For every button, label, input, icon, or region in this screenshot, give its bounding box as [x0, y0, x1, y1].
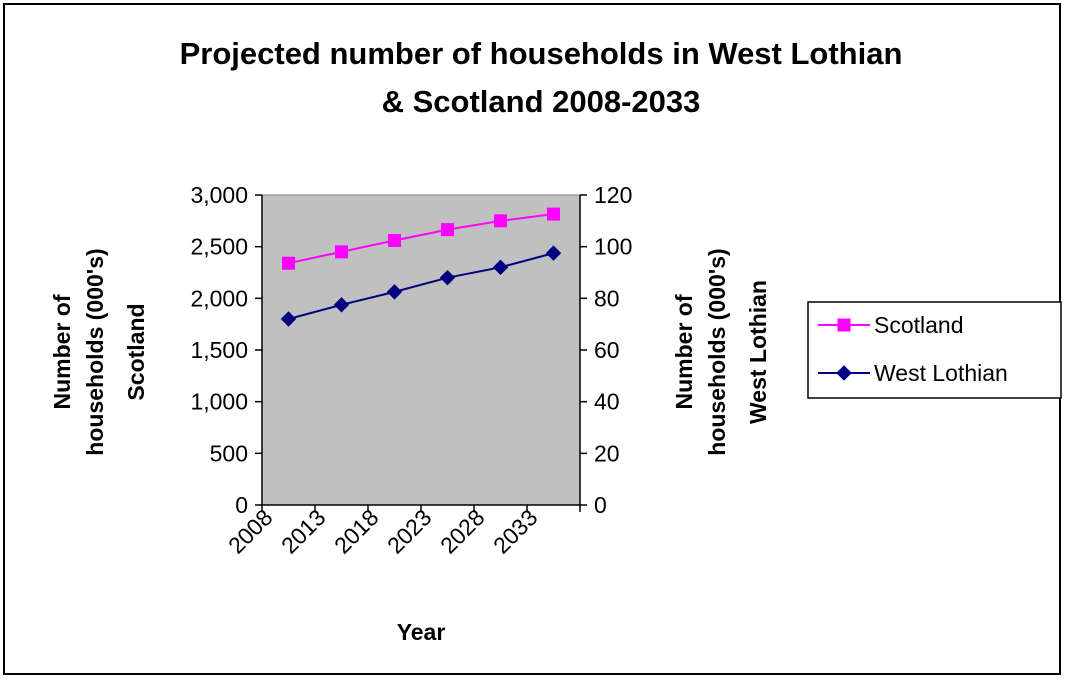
right-tick-label: 80 — [594, 285, 620, 311]
left-tick-label: 500 — [210, 440, 248, 466]
data-point — [494, 214, 507, 228]
left-tick-label: 1,500 — [190, 337, 248, 363]
x-tick-label: 2023 — [382, 504, 437, 559]
left-axis-label-line3: Scotland — [123, 303, 149, 400]
right-tick-label: 120 — [594, 182, 632, 208]
legend: Scotland West Lothian — [807, 301, 1062, 399]
right-axis-label-line1: Number of — [671, 294, 697, 409]
left-tick-label: 1,000 — [190, 389, 248, 415]
x-tick-label: 2033 — [488, 504, 543, 559]
data-point — [545, 245, 562, 261]
x-axis-label: Year — [397, 619, 446, 645]
data-point — [386, 284, 403, 300]
right-axis-ticks: 0 20 40 60 80 100 120 — [580, 182, 632, 518]
x-tick-label: 2018 — [329, 504, 384, 559]
left-tick-label: 0 — [235, 492, 248, 518]
legend-westlothian-marker — [836, 365, 852, 381]
left-tick-label: 2,500 — [190, 234, 248, 260]
legend-scotland-label: Scotland — [874, 312, 964, 338]
legend-westlothian-label: West Lothian — [874, 360, 1008, 386]
left-axis-label-line1: Number of — [49, 294, 75, 409]
series-line-0 — [288, 213, 554, 265]
chart-title-line1: Projected number of households in West L… — [180, 36, 903, 71]
series-layer — [280, 207, 562, 327]
right-tick-label: 100 — [594, 234, 632, 260]
right-tick-label: 20 — [594, 440, 620, 466]
right-tick-label: 40 — [594, 389, 620, 415]
right-axis-label-line2: households (000's) — [704, 248, 730, 455]
chart-title-line2: & Scotland 2008-2033 — [382, 84, 701, 119]
right-axis-label-line3: West Lothian — [745, 280, 771, 424]
right-axis-label: Number of households (000's) West Lothia… — [671, 248, 771, 455]
data-point — [388, 233, 401, 247]
data-point — [492, 259, 509, 276]
right-tick-label: 0 — [594, 492, 607, 518]
right-tick-label: 60 — [594, 337, 620, 363]
series-line-1 — [288, 252, 554, 320]
legend-box — [807, 301, 1062, 399]
legend-scotland-marker — [837, 318, 851, 332]
left-axis-label: Number of households (000's) Scotland — [49, 248, 149, 455]
left-tick-label: 2,000 — [190, 285, 248, 311]
x-tick-label: 2028 — [435, 504, 490, 559]
left-tick-label: 3,000 — [190, 182, 248, 208]
plot-area — [261, 194, 581, 506]
data-point — [335, 245, 348, 259]
data-point — [441, 223, 454, 237]
x-tick-label: 2008 — [223, 504, 278, 559]
data-point — [282, 256, 295, 270]
data-point — [439, 269, 456, 286]
left-axis-ticks: 0 500 1,000 1,500 2,000 2,500 3,000 — [190, 182, 262, 518]
x-tick-label: 2013 — [276, 504, 331, 559]
left-axis-label-line2: households (000's) — [82, 248, 108, 455]
data-point — [333, 297, 350, 313]
data-point — [280, 311, 297, 327]
data-point — [547, 207, 560, 221]
